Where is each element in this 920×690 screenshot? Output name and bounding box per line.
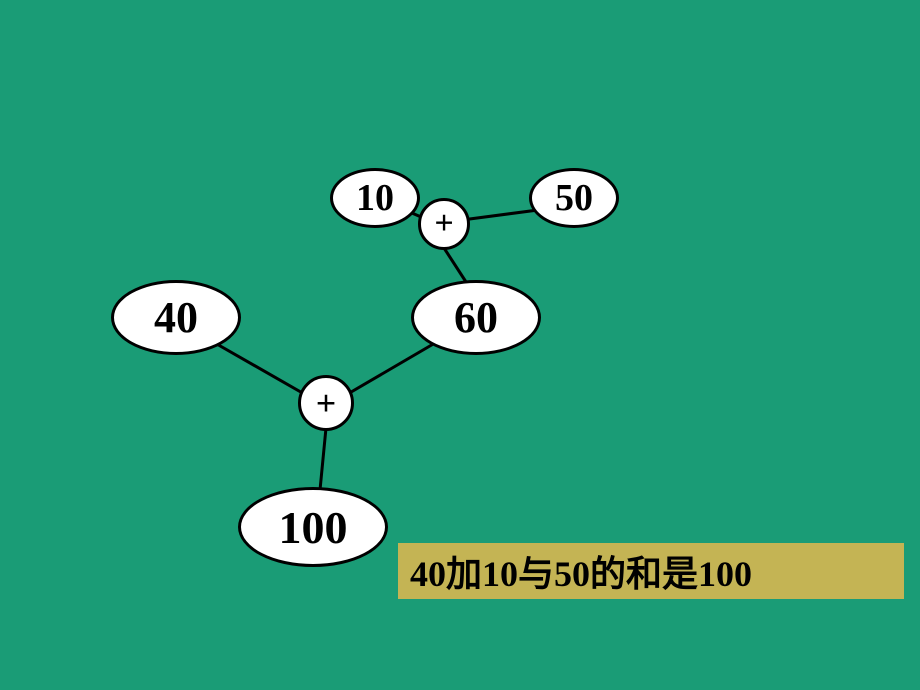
node-60: 60 <box>411 280 541 355</box>
node-10: 10 <box>330 168 420 228</box>
node-100: 100 <box>238 487 388 567</box>
operator-plus-1: + <box>418 198 470 250</box>
node-40-label: 40 <box>154 292 198 343</box>
edge-op1-60 <box>444 248 468 285</box>
edge-60-op2 <box>346 343 435 395</box>
caption-text-box: 40加10与50的和是100 <box>398 543 904 599</box>
node-40: 40 <box>111 280 241 355</box>
operator-plus-2-label: + <box>316 382 337 424</box>
math-tree-diagram: 10 50 40 60 100 + + 40加10与50的和是100 <box>0 0 920 690</box>
operator-plus-2: + <box>298 375 354 431</box>
edge-50-op1 <box>462 210 538 220</box>
node-10-label: 10 <box>356 176 394 220</box>
edge-op2-100 <box>320 428 326 490</box>
node-50-label: 50 <box>555 176 593 220</box>
operator-plus-1-label: + <box>434 205 453 243</box>
node-50: 50 <box>529 168 619 228</box>
edge-40-op2 <box>215 343 306 395</box>
node-100-label: 100 <box>279 501 348 554</box>
node-60-label: 60 <box>454 292 498 343</box>
caption-label: 40加10与50的和是100 <box>410 545 752 597</box>
